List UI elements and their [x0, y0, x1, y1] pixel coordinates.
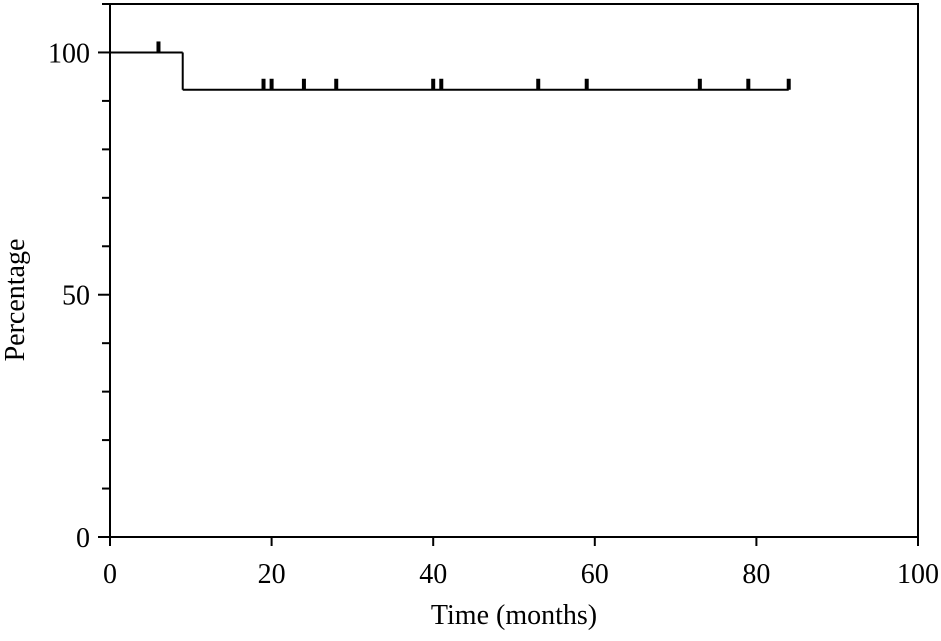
y-tick-label: 0	[76, 523, 90, 554]
y-tick-label: 50	[62, 281, 90, 312]
x-tick-label: 100	[897, 559, 939, 590]
x-tick-label: 80	[742, 559, 770, 590]
y-axis-title: Percentage	[0, 239, 31, 362]
x-tick-label: 20	[258, 559, 286, 590]
x-tick-label: 0	[103, 559, 117, 590]
x-axis-title: Time (months)	[431, 600, 597, 631]
x-tick-label: 40	[419, 559, 447, 590]
plot-frame	[109, 3, 919, 538]
x-tick-label: 60	[581, 559, 609, 590]
y-tick-label: 100	[48, 38, 90, 69]
